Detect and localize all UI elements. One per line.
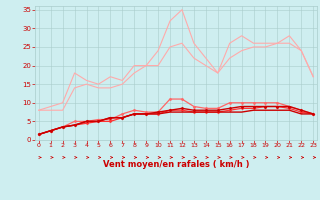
X-axis label: Vent moyen/en rafales ( km/h ): Vent moyen/en rafales ( km/h ) [103,160,249,169]
